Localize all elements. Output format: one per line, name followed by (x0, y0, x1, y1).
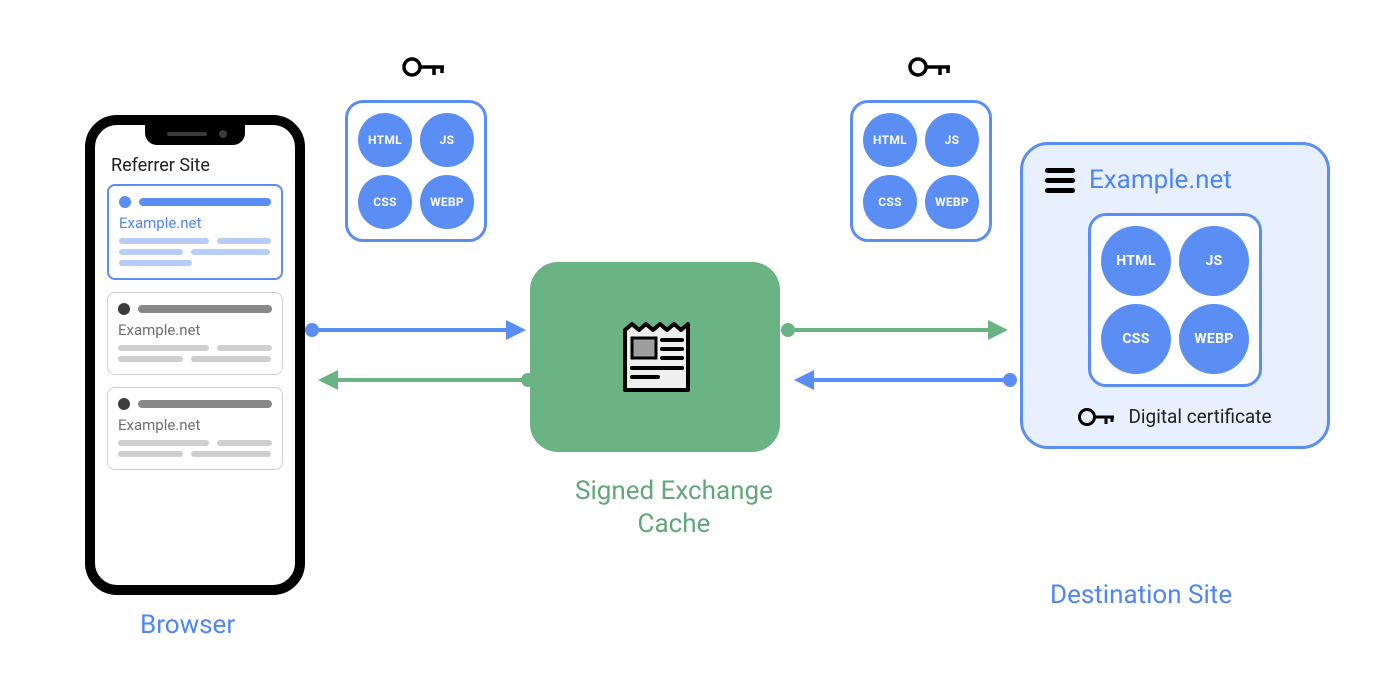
card-site-label: Example.net (118, 416, 272, 434)
asset-chip-js: JS (420, 113, 474, 167)
asset-chip-js: JS (925, 113, 979, 167)
key-icon (402, 55, 446, 83)
asset-bundle-destination: HTMLJSCSSWEBP (1088, 213, 1262, 387)
asset-chip-css: CSS (358, 175, 412, 229)
destination-site-box: Example.net HTMLJSCSSWEBP Digital certif… (1020, 142, 1330, 449)
asset-chip-css: CSS (1101, 304, 1171, 374)
digital-certificate-label: Digital certificate (1128, 405, 1271, 428)
hamburger-icon (1045, 168, 1075, 193)
asset-chip-webp: WEBP (1179, 304, 1249, 374)
card-site-label: Example.net (119, 214, 271, 232)
destination-label: Destination Site (1050, 580, 1232, 610)
diagram-stage: Referrer Site Example.net Example.net (0, 0, 1386, 680)
result-card-highlighted: Example.net (107, 184, 283, 280)
asset-bundle-2: HTMLJSCSSWEBP (850, 100, 992, 242)
browser-label: Browser (140, 610, 235, 640)
card-site-label: Example.net (118, 321, 272, 339)
referrer-site-title: Referrer Site (107, 155, 283, 176)
asset-chip-html: HTML (358, 113, 412, 167)
digital-certificate-row: Digital certificate (1045, 405, 1305, 428)
phone-screen: Referrer Site Example.net Example.net (95, 125, 295, 494)
signed-exchange-cache-box (530, 262, 780, 452)
newspaper-icon (610, 312, 700, 402)
destination-header: Example.net (1045, 165, 1305, 195)
key-icon (1078, 407, 1116, 427)
destination-title: Example.net (1089, 165, 1232, 195)
asset-chip-html: HTML (1101, 226, 1171, 296)
phone-notch (145, 123, 245, 145)
result-card: Example.net (107, 292, 283, 375)
asset-chip-js: JS (1179, 226, 1249, 296)
cache-label: Signed ExchangeCache (575, 475, 773, 540)
key-icon (908, 55, 952, 83)
asset-chip-webp: WEBP (420, 175, 474, 229)
asset-chip-webp: WEBP (925, 175, 979, 229)
result-card: Example.net (107, 387, 283, 470)
asset-chip-html: HTML (863, 113, 917, 167)
asset-chip-css: CSS (863, 175, 917, 229)
phone-frame: Referrer Site Example.net Example.net (85, 115, 305, 595)
asset-bundle-1: HTMLJSCSSWEBP (345, 100, 487, 242)
